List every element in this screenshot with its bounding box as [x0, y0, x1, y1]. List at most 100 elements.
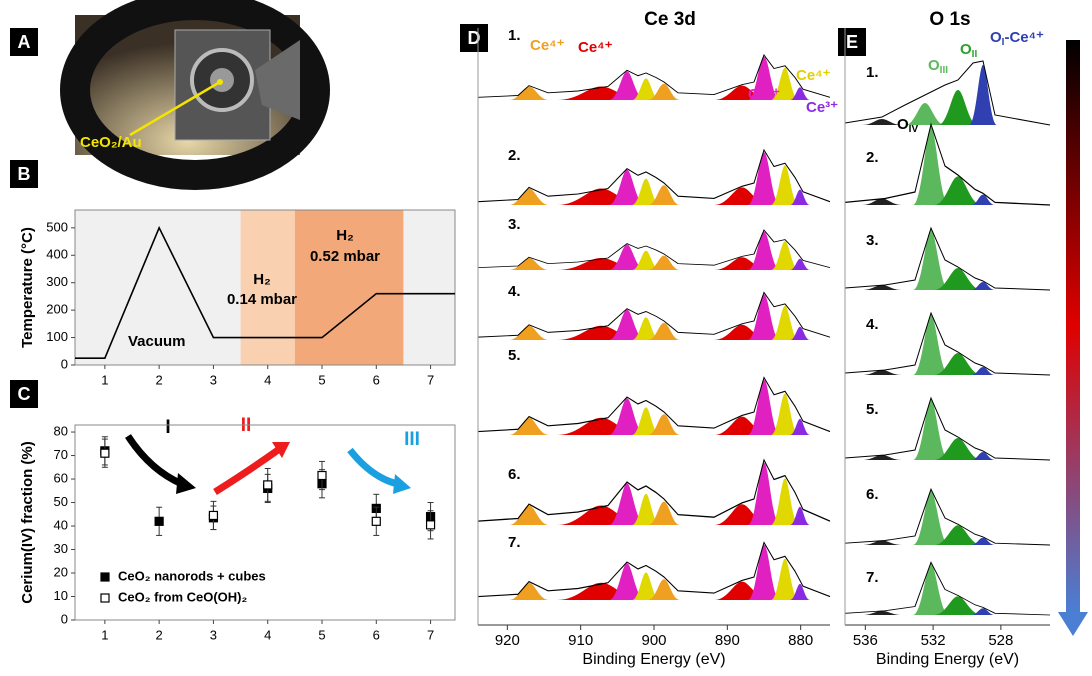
panel-label-box	[838, 28, 866, 56]
peak-label: OIII	[928, 57, 948, 76]
annotation: Vacuum	[128, 333, 186, 350]
row-label: 4.	[866, 316, 879, 333]
x-tick-label: 5	[318, 372, 325, 387]
o-spectra	[844, 60, 1051, 616]
panel-title: Ce 3d	[644, 9, 696, 30]
x-tick-label: 3	[210, 627, 217, 642]
region	[403, 210, 455, 365]
y-tick-label: 20	[54, 564, 68, 579]
row-label: 5.	[508, 347, 521, 364]
marker	[154, 516, 164, 526]
peak-label-base: O	[990, 29, 1002, 46]
row-label: 3.	[866, 232, 879, 249]
arrow-label: I	[165, 417, 170, 438]
arrow	[125, 434, 184, 488]
marker	[371, 516, 381, 526]
panel-label-box	[10, 380, 38, 408]
y-tick-label: 10	[54, 588, 68, 603]
x-tick-label: 2	[156, 627, 163, 642]
plot-frame	[74, 424, 456, 621]
legend-label: CeO₂ from CeO(OH)₂	[118, 589, 248, 604]
arrow-head	[393, 474, 411, 494]
legend-marker	[100, 572, 110, 582]
y-tick-label: 500	[46, 219, 68, 234]
peak-label: OIV	[897, 116, 918, 135]
x-tick-label: 920	[495, 632, 520, 649]
color-bar-arrow	[1058, 612, 1088, 636]
peak-label-sub: III	[940, 65, 949, 76]
peak-label: Ce³⁺	[806, 99, 838, 116]
x-tick-label: 5	[318, 627, 325, 642]
annotation: 0.14 mbar	[227, 291, 297, 308]
y-tick-label: 60	[54, 470, 68, 485]
y-tick-label: 50	[54, 494, 68, 509]
photo	[60, 0, 330, 190]
y-tick-label: 400	[46, 247, 68, 262]
temperature-line	[75, 225, 455, 359]
annotation: H₂	[336, 227, 354, 244]
x-tick-label: 1	[101, 372, 108, 387]
x-tick-label: 6	[373, 627, 380, 642]
region	[240, 210, 295, 365]
arrow-label: III	[404, 429, 420, 450]
peak-label-base: O	[897, 116, 909, 133]
y-tick-label: 200	[46, 302, 68, 317]
row-label: 6.	[508, 466, 521, 483]
peak-label-base: O	[928, 57, 940, 74]
peak-label-sub: I	[1002, 37, 1005, 48]
photo-label: CeO₂/Au	[80, 134, 142, 151]
y-axis-label: Cerium(IV) fraction (%)	[19, 441, 36, 604]
marker	[317, 470, 327, 481]
ce-spectra	[477, 54, 831, 601]
y-tick-label: 0	[61, 611, 68, 626]
annotation: 0.52 mbar	[310, 248, 380, 265]
y-tick-label: 100	[46, 329, 68, 344]
panel-title: O 1s	[929, 9, 970, 30]
x-tick-label: 4	[264, 372, 271, 387]
row-label: 1.	[508, 27, 521, 44]
panel-label: C	[18, 384, 31, 404]
region	[75, 210, 241, 365]
x-tick-label: 7	[427, 627, 434, 642]
marker	[425, 520, 436, 530]
x-tick-label: 900	[641, 632, 666, 649]
arrow-label: II	[241, 415, 252, 436]
annotation: H₂	[253, 271, 271, 288]
panel-label-box	[10, 28, 38, 56]
row-label: 2.	[866, 149, 879, 166]
row-label: 3.	[508, 216, 521, 233]
x-tick-label: 536	[853, 632, 878, 649]
y-tick-label: 40	[54, 517, 68, 532]
x-tick-label: 890	[715, 632, 740, 649]
y-tick-label: 30	[54, 541, 68, 556]
peak-label: Ce³⁺	[748, 86, 780, 103]
row-label: 7.	[508, 534, 521, 551]
marker	[263, 480, 273, 490]
color-bar	[1066, 40, 1080, 612]
peak-label-rest: -Ce⁴⁺	[1004, 29, 1044, 46]
x-tick-label: 910	[568, 632, 593, 649]
marker	[208, 510, 219, 521]
peak-label: Ce⁴⁺	[578, 39, 613, 56]
y-axis-label: Temperature (°C)	[19, 227, 36, 348]
row-label: 7.	[866, 569, 879, 586]
x-tick-label: 528	[988, 632, 1013, 649]
panel-label-box	[460, 24, 488, 52]
peak-label: OI-Ce⁴⁺	[990, 29, 1044, 48]
region	[294, 210, 404, 365]
peak-label-sub: IV	[909, 124, 919, 135]
x-tick-label: 1	[101, 627, 108, 642]
y-tick-label: 0	[61, 356, 68, 371]
panel-label-box	[10, 160, 38, 188]
peak-label: Ce⁴⁺	[796, 67, 831, 84]
legend-label: CeO₂ nanorods + cubes	[118, 568, 266, 583]
x-axis-label: Binding Energy (eV)	[582, 651, 725, 668]
peak-label-sub: II	[972, 49, 978, 60]
x-tick-label: 2	[156, 372, 163, 387]
x-tick-label: 6	[373, 372, 380, 387]
panel-label: A	[18, 32, 31, 52]
x-tick-label: 880	[788, 632, 813, 649]
peak-label: Ce⁴⁺	[530, 37, 565, 54]
legend-marker	[100, 593, 110, 603]
